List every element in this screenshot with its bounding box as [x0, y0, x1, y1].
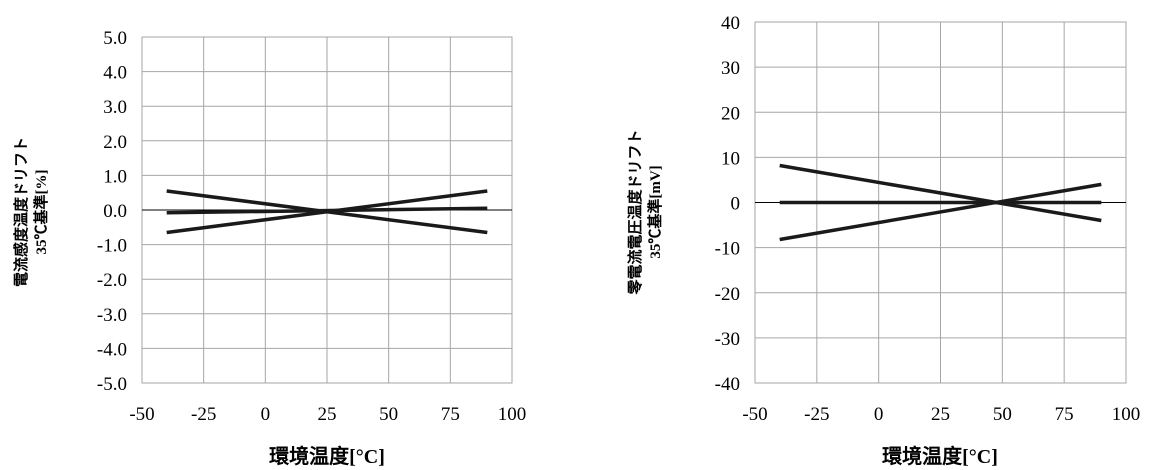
x-tick-labels: -50 -25 0 25 50 75 100: [742, 404, 1140, 425]
y-tick-label: 20: [721, 103, 740, 124]
series-lines: [166, 189, 488, 235]
x-tick-label: 50: [993, 404, 1012, 425]
y-tick-label: -4.0: [97, 339, 127, 360]
series-line: [779, 182, 1102, 242]
y-tick-label: 5.0: [103, 28, 127, 49]
x-tick-label: -25: [804, 404, 829, 425]
y-axis-label-line1: 零電流電圧温度ドリフト: [626, 129, 644, 295]
x-tick-label: 75: [441, 404, 460, 425]
y-tick-label: 40: [721, 13, 740, 34]
x-axis-label: 環境温度[°C]: [269, 444, 385, 468]
series-lines: [779, 163, 1102, 242]
series-line: [166, 206, 488, 215]
y-axis-label: 零電流電圧温度ドリフト 35℃基準[mV]: [626, 129, 664, 295]
x-tick-label: 50: [379, 404, 398, 425]
current-sensitivity-drift-chart: 5.0 4.0 3.0 2.0 1.0 0.0 -1.0 -2.0 -3.0 -4.0 -5.0 -…: [12, 28, 526, 468]
series-line: [779, 163, 1102, 223]
x-tick-label: -50: [742, 404, 767, 425]
y-tick-label: 4.0: [103, 63, 127, 84]
x-tick-label: -50: [129, 404, 154, 425]
x-tick-label: 25: [318, 404, 337, 425]
y-tick-labels: 40 30 20 10 0 -10 -20 -30 -40: [715, 13, 740, 395]
y-tick-label: -30: [715, 329, 740, 350]
y-tick-label: 0.0: [103, 201, 127, 222]
y-tick-label: 10: [721, 148, 740, 169]
x-tick-label: 100: [498, 404, 527, 425]
y-axis-label: 電流感度温度ドリフト 35℃基準[%]: [12, 137, 50, 287]
x-tick-label: 25: [931, 404, 950, 425]
x-tick-label: 75: [1055, 404, 1074, 425]
x-tick-label: -25: [191, 404, 216, 425]
x-tick-label: 0: [874, 404, 884, 425]
y-axis-label-line2: 35℃基準[mV]: [646, 165, 664, 258]
y-tick-label: 1.0: [103, 166, 127, 187]
y-tick-label: -3.0: [97, 305, 127, 326]
y-axis-label-line2: 35℃基準[%]: [32, 170, 50, 255]
y-tick-label: 0: [731, 194, 741, 215]
y-tick-label: -2.0: [97, 270, 127, 291]
y-tick-label: 2.0: [103, 132, 127, 153]
y-tick-label: -20: [715, 284, 740, 305]
y-tick-label: -10: [715, 239, 740, 260]
y-axis-label-line1: 電流感度温度ドリフト: [12, 137, 30, 287]
y-tick-label: -1.0: [97, 236, 127, 257]
x-axis-label: 環境温度[°C]: [882, 444, 998, 468]
y-tick-label: 3.0: [103, 97, 127, 118]
y-tick-label: -40: [715, 374, 740, 395]
y-tick-labels: 5.0 4.0 3.0 2.0 1.0 0.0 -1.0 -2.0 -3.0 -4.0 -5.0: [97, 28, 127, 395]
x-tick-labels: -50 -25 0 25 50 75 100: [129, 404, 526, 425]
x-tick-label: 0: [261, 404, 271, 425]
y-tick-label: 30: [721, 58, 740, 79]
y-tick-label: -5.0: [97, 374, 127, 395]
x-tick-label: 100: [1112, 404, 1141, 425]
